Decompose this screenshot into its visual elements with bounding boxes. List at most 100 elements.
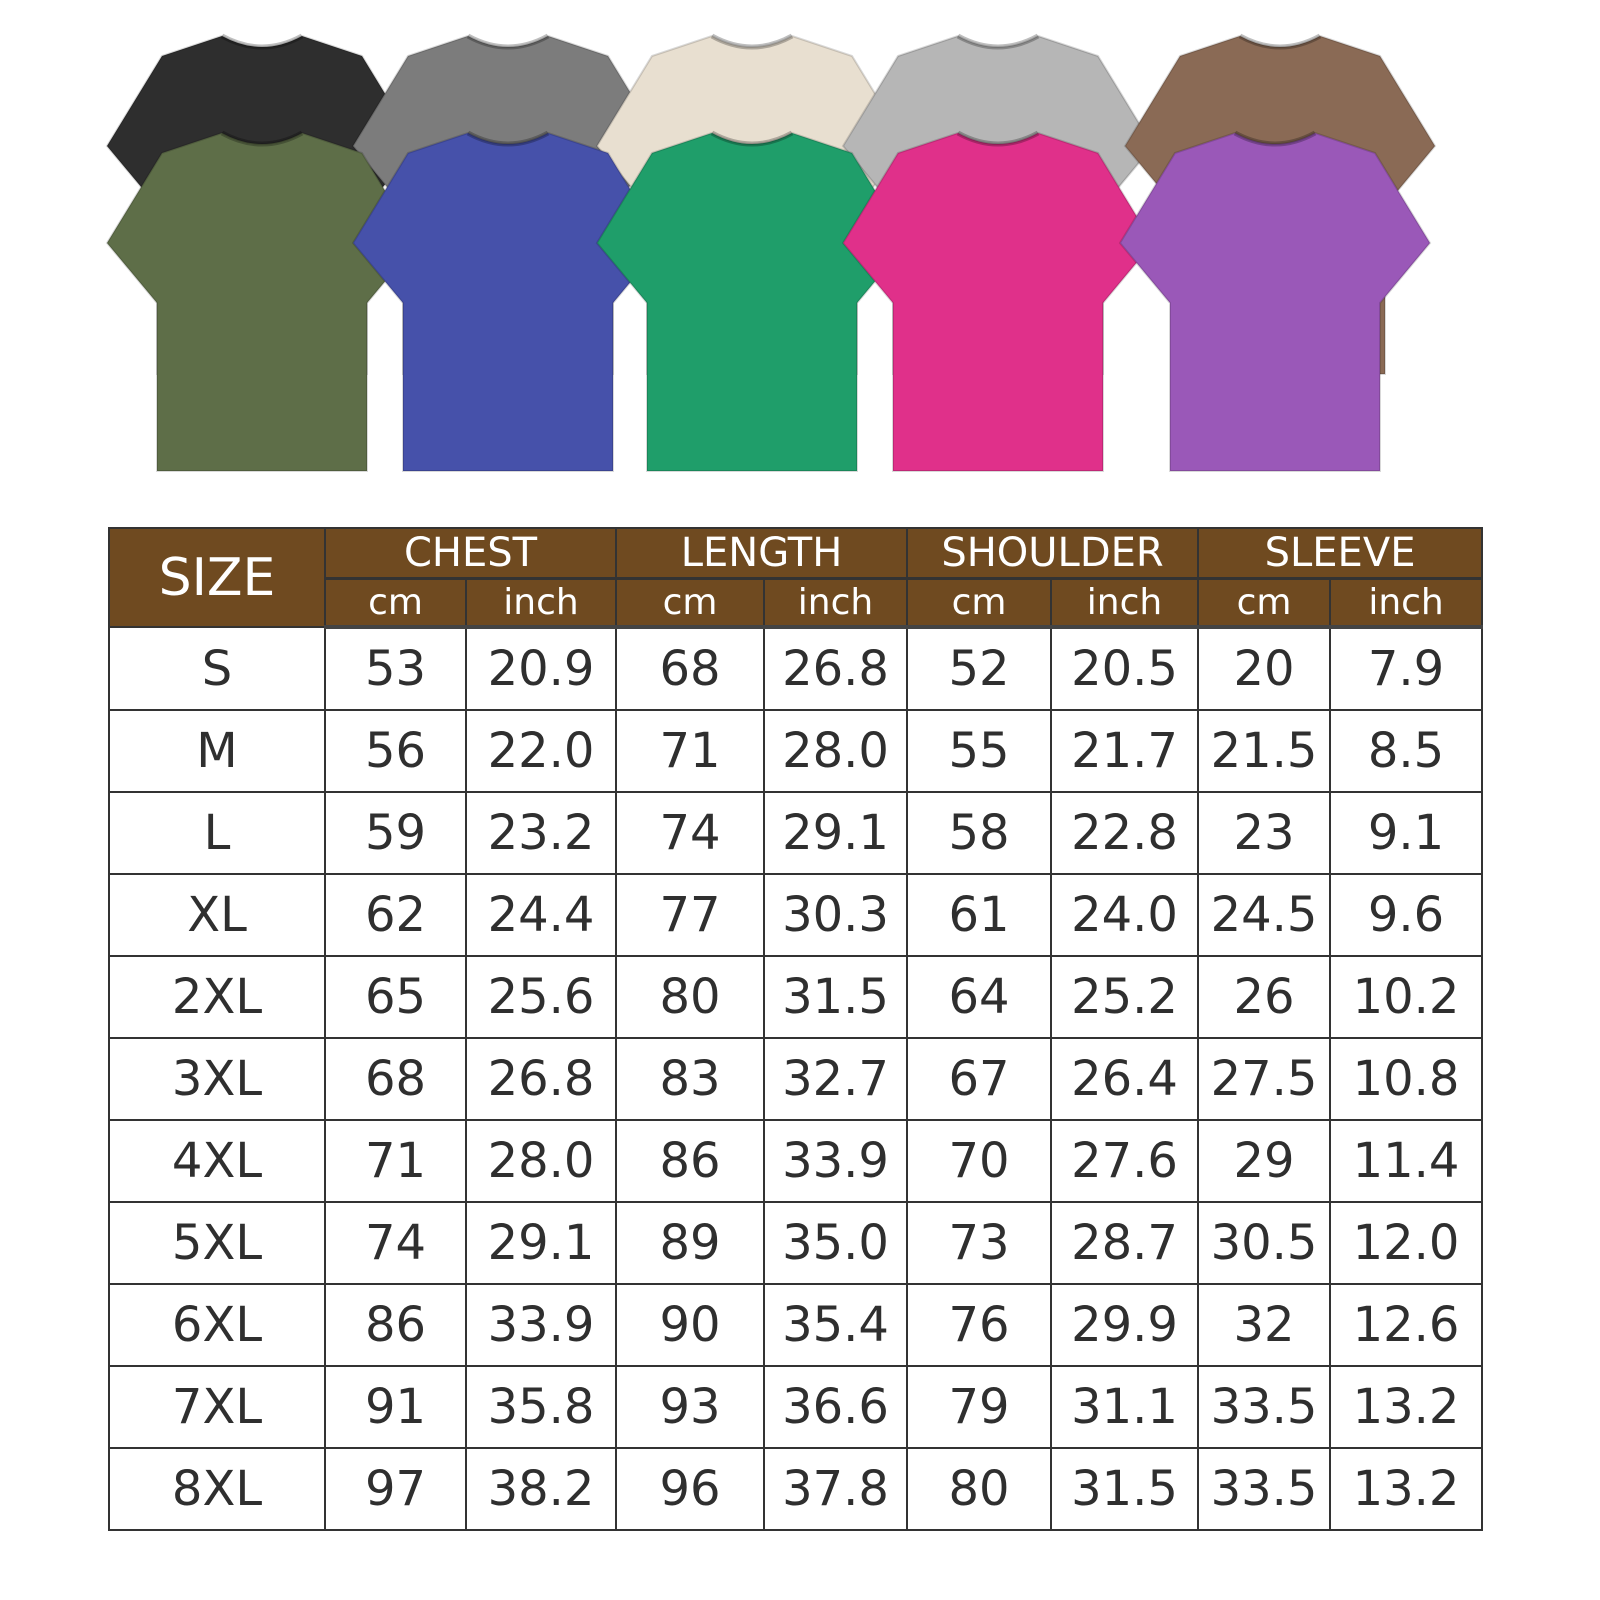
measurement-cell: 32.7 — [763, 1037, 909, 1121]
measurement-cell: 68 — [615, 626, 766, 711]
measurement-cell: 33.5 — [1197, 1365, 1332, 1449]
measurement-cell: 28.7 — [1050, 1201, 1200, 1285]
measurement-cell: 71 — [324, 1119, 467, 1203]
size-cell: 4XL — [108, 1119, 326, 1203]
measurement-cell: 86 — [615, 1119, 766, 1203]
measurement-cell: 77 — [615, 873, 766, 957]
tshirt-front-1 — [351, 130, 665, 472]
size-cell: S — [108, 626, 326, 711]
measurement-cell: 9.1 — [1329, 791, 1484, 875]
size-cell: 3XL — [108, 1037, 326, 1121]
size-header: SIZE — [108, 527, 326, 628]
measurement-cell: 86 — [324, 1283, 467, 1367]
measurement-cell: 33.9 — [763, 1119, 909, 1203]
measurement-cell: 30.5 — [1197, 1201, 1332, 1285]
measurement-cell: 58 — [906, 791, 1053, 875]
measurement-cell: 8.5 — [1329, 709, 1484, 793]
measurement-cell: 22.8 — [1050, 791, 1200, 875]
tshirt-front-3 — [841, 130, 1155, 472]
measurement-cell: 91 — [324, 1365, 467, 1449]
measurement-cell: 79 — [906, 1365, 1053, 1449]
measurement-cell: 29.9 — [1050, 1283, 1200, 1367]
measurement-cell: 22.0 — [464, 709, 618, 793]
measurement-cell: 33.5 — [1197, 1447, 1332, 1531]
measurement-cell: 23.2 — [464, 791, 618, 875]
measurement-cell: 35.0 — [763, 1201, 909, 1285]
measurement-cell: 70 — [906, 1119, 1053, 1203]
measurement-cell: 96 — [615, 1447, 766, 1531]
unit-header-inch: inch — [763, 577, 909, 629]
table-row: 8XL 97 38.2 96 37.8 80 31.5 33.5 13.2 — [108, 1447, 1484, 1531]
measurement-cell: 67 — [906, 1037, 1053, 1121]
measurement-cell: 28.0 — [763, 709, 909, 793]
measurement-cell: 26.8 — [763, 626, 909, 711]
measurement-cell: 64 — [906, 955, 1053, 1039]
table-row: 6XL 86 33.9 90 35.4 76 29.9 32 12.6 — [108, 1283, 1484, 1367]
measurement-cell: 71 — [615, 709, 766, 793]
unit-header-cm: cm — [906, 577, 1053, 629]
measurement-cell: 90 — [615, 1283, 766, 1367]
measurement-cell: 26.4 — [1050, 1037, 1200, 1121]
table-row: M 56 22.0 71 28.0 55 21.7 21.5 8.5 — [108, 709, 1484, 793]
measurement-cell: 56 — [324, 709, 467, 793]
measurement-cell: 10.8 — [1329, 1037, 1484, 1121]
chest-header: CHEST — [323, 527, 618, 580]
measurement-cell: 93 — [615, 1365, 766, 1449]
table-row: S 53 20.9 68 26.8 52 20.5 20 7.9 — [108, 626, 1484, 711]
table-row: 5XL 74 29.1 89 35.0 73 28.7 30.5 12.0 — [108, 1201, 1484, 1285]
measurement-cell: 31.5 — [1050, 1447, 1200, 1531]
measurement-cell: 31.1 — [1050, 1365, 1200, 1449]
measurement-cell: 83 — [615, 1037, 766, 1121]
unit-header-cm: cm — [615, 577, 766, 629]
measurement-cell: 7.9 — [1329, 626, 1484, 711]
measurement-cell: 12.0 — [1329, 1201, 1484, 1285]
size-cell: XL — [108, 873, 326, 957]
size-cell: 2XL — [108, 955, 326, 1039]
table-row: XL 62 24.4 77 30.3 61 24.0 24.5 9.6 — [108, 873, 1484, 957]
measurement-cell: 52 — [906, 626, 1053, 711]
measurement-cell: 61 — [906, 873, 1053, 957]
tshirt-front-2 — [595, 130, 909, 472]
measurement-cell: 29.1 — [763, 791, 909, 875]
measurement-cell: 25.2 — [1050, 955, 1200, 1039]
size-cell: L — [108, 791, 326, 875]
measurement-cell: 21.7 — [1050, 709, 1200, 793]
measurement-cell: 33.9 — [464, 1283, 618, 1367]
shoulder-header: SHOULDER — [906, 527, 1200, 580]
measurement-cell: 89 — [615, 1201, 766, 1285]
tshirt-color-swatches — [105, 33, 1437, 472]
size-cell: 7XL — [108, 1365, 326, 1449]
measurement-cell: 30.3 — [763, 873, 909, 957]
unit-header-cm: cm — [324, 577, 467, 629]
measurement-cell: 27.5 — [1197, 1037, 1332, 1121]
table-row: 4XL 71 28.0 86 33.9 70 27.6 29 11.4 — [108, 1119, 1484, 1203]
tshirt-front-0 — [105, 130, 419, 472]
measurement-cell: 10.2 — [1329, 955, 1484, 1039]
table-row: 7XL 91 35.8 93 36.6 79 31.1 33.5 13.2 — [108, 1365, 1484, 1449]
measurement-cell: 25.6 — [464, 955, 618, 1039]
measurement-cell: 36.6 — [763, 1365, 909, 1449]
measurement-cell: 73 — [906, 1201, 1053, 1285]
measurement-cell: 20.5 — [1050, 626, 1200, 711]
measurement-cell: 55 — [906, 709, 1053, 793]
table-row: 3XL 68 26.8 83 32.7 67 26.4 27.5 10.8 — [108, 1037, 1484, 1121]
measurement-cell: 21.5 — [1197, 709, 1332, 793]
measurement-cell: 24.0 — [1050, 873, 1200, 957]
measurement-cell: 26.8 — [464, 1037, 618, 1121]
measurement-cell: 74 — [324, 1201, 467, 1285]
measurement-cell: 32 — [1197, 1283, 1332, 1367]
length-header: LENGTH — [615, 527, 909, 580]
measurement-cell: 20.9 — [464, 626, 618, 711]
size-cell: 6XL — [108, 1283, 326, 1367]
unit-header-inch: inch — [1050, 577, 1200, 629]
measurement-cell: 9.6 — [1329, 873, 1484, 957]
size-chart-table: SIZE CHEST LENGTH SHOULDER SLEEVE cm inch… — [108, 527, 1484, 1531]
size-cell: M — [108, 709, 326, 793]
measurement-cell: 26 — [1197, 955, 1332, 1039]
measurement-cell: 27.6 — [1050, 1119, 1200, 1203]
measurement-cell: 29 — [1197, 1119, 1332, 1203]
measurement-cell: 59 — [324, 791, 467, 875]
measurement-cell: 53 — [324, 626, 467, 711]
measurement-cell: 65 — [324, 955, 467, 1039]
measurement-cell: 29.1 — [464, 1201, 618, 1285]
